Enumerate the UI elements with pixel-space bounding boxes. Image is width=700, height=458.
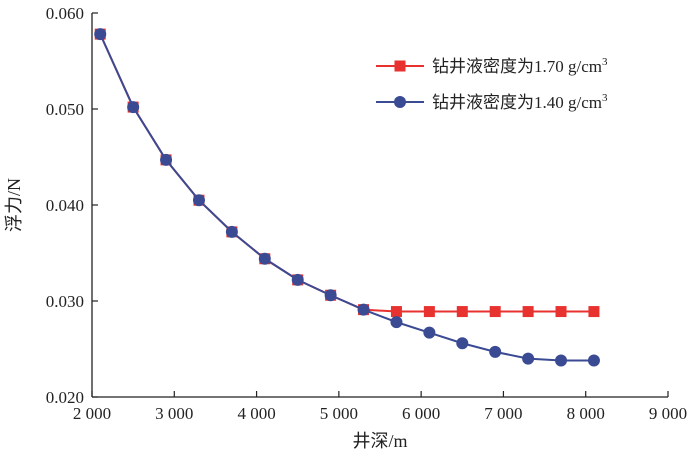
data-point-circle	[587, 354, 600, 367]
legend-label-superscript: 3	[602, 92, 608, 104]
legend-label-text: 钻井液密度为1.70 g/cm	[432, 57, 602, 76]
x-tick-label: 7 000	[484, 404, 522, 423]
series-line	[99, 33, 594, 362]
data-point-circle	[357, 303, 370, 316]
x-tick-label: 3 000	[155, 404, 193, 423]
data-point-circle	[423, 326, 436, 339]
data-point-circle	[192, 194, 205, 207]
legend-marker-square	[394, 60, 406, 72]
y-tick-label: 0.020	[46, 388, 84, 407]
legend-label: 钻井液密度为1.40 g/cm3	[432, 92, 608, 112]
data-point-square	[522, 306, 534, 318]
data-point-circle	[160, 153, 173, 166]
data-point-circle	[456, 337, 469, 350]
data-point-circle	[225, 225, 238, 238]
data-point-circle	[94, 28, 107, 41]
data-point-circle	[555, 354, 568, 367]
x-tick-label: 6 000	[402, 404, 440, 423]
data-point-circle	[127, 101, 140, 114]
y-tick-label: 0.050	[46, 100, 84, 119]
legend-marker-circle	[394, 96, 406, 108]
axes: 2 000 3 000 4 000 5 000 6 000 7 000 8 000 9 000…	[46, 4, 687, 423]
legend-label: 钻井液密度为1.70 g/cm3	[432, 56, 608, 76]
series-layer	[94, 28, 600, 367]
x-tick-label: 9 000	[649, 404, 687, 423]
data-point-circle	[291, 273, 304, 286]
x-axis-label: 井深/m	[352, 431, 407, 451]
data-point-circle	[258, 252, 271, 265]
legend-label-superscript: 3	[602, 56, 608, 68]
data-point-circle	[324, 289, 337, 302]
y-axis-label: 浮力/N	[4, 178, 24, 232]
data-point-circle	[390, 316, 403, 329]
data-point-square	[390, 306, 402, 318]
data-point-square	[456, 306, 468, 318]
data-point-square	[489, 306, 501, 318]
data-point-square	[423, 306, 435, 318]
legend-label-text: 钻井液密度为1.40 g/cm	[432, 93, 602, 112]
x-tick-label: 4 000	[237, 404, 275, 423]
series-2	[94, 28, 600, 367]
data-point-square	[555, 306, 567, 318]
x-tick-label: 8 000	[567, 404, 605, 423]
x-tick-label: 5 000	[320, 404, 358, 423]
y-tick-label: 0.040	[46, 196, 84, 215]
y-tick-label: 0.060	[46, 4, 84, 23]
x-tick-label: 2 000	[73, 404, 111, 423]
data-point-circle	[489, 345, 502, 358]
data-point-circle	[522, 352, 535, 365]
y-tick-label: 0.030	[46, 292, 84, 311]
data-point-square	[588, 306, 600, 318]
